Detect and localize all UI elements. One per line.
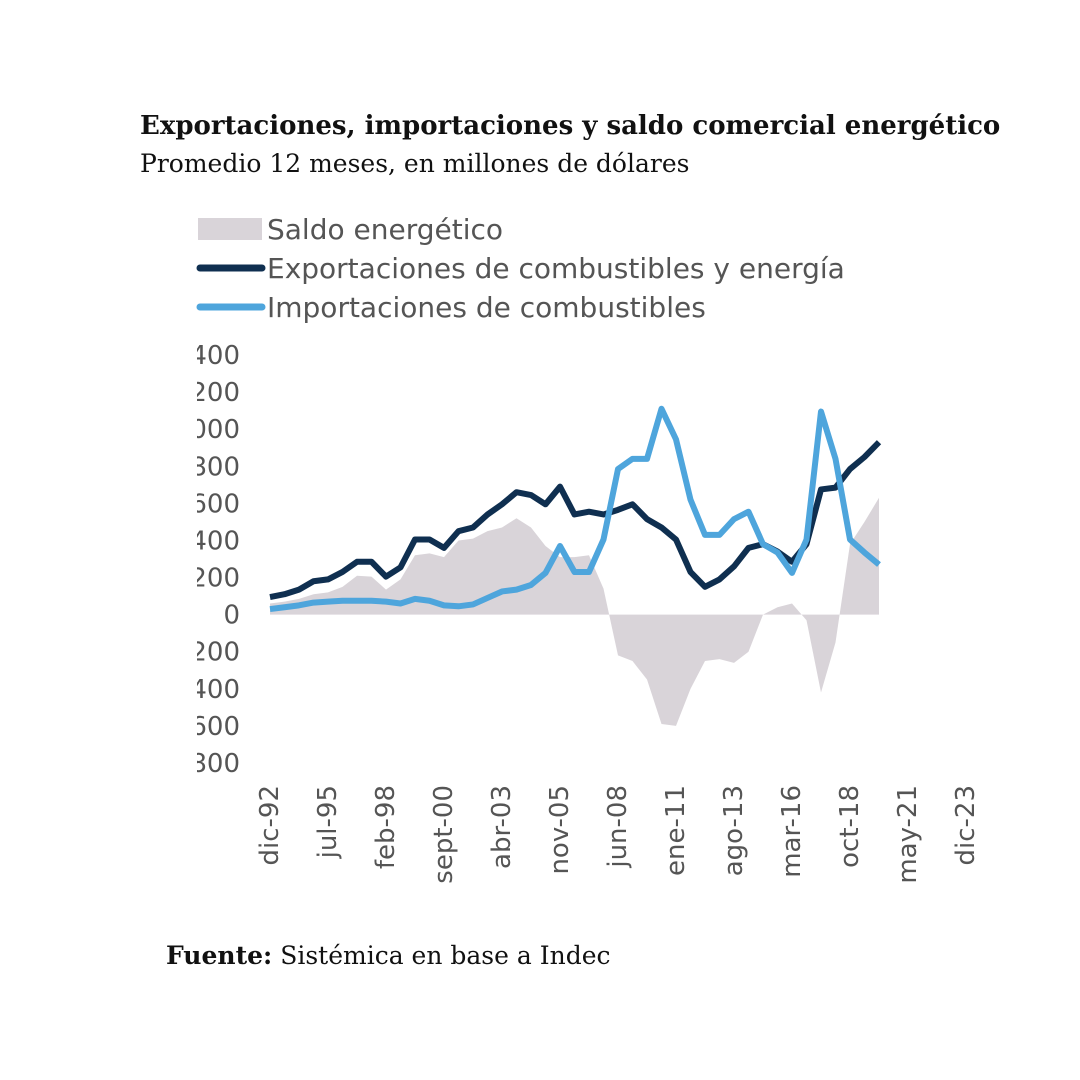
y-tick-label: -800 — [181, 749, 240, 779]
x-tick-label: ene-11 — [661, 785, 691, 876]
y-axis: 1400 1200 1000 800 600 400 200 0 -200 -400 -600 -80… — [174, 341, 240, 779]
x-tick-label: oct-18 — [835, 785, 865, 868]
legend-label: Exportaciones de combustibles y energía — [267, 252, 845, 285]
x-tick-label: jul-95 — [313, 785, 343, 859]
y-tick-label: 1000 — [174, 415, 240, 445]
y-tick-label: -600 — [181, 712, 240, 742]
x-tick-label: feb-98 — [371, 785, 401, 869]
area — [270, 497, 879, 726]
x-tick-label: ago-13 — [719, 785, 749, 876]
legend-swatch — [198, 218, 262, 240]
x-tick-label: dic-92 — [255, 785, 285, 866]
source-text: Sistémica en base a Indec — [280, 941, 610, 970]
x-tick-label: dic-23 — [951, 785, 981, 866]
y-tick-label: 1400 — [174, 341, 240, 371]
line — [269, 405, 881, 613]
y-tick-label: -200 — [181, 638, 240, 668]
x-tick-label: nov-05 — [545, 785, 575, 875]
y-tick-label: -400 — [181, 675, 240, 705]
y-tick-label: 400 — [190, 526, 240, 556]
x-tick-label: may-21 — [893, 785, 923, 884]
y-tick-label: 1200 — [174, 378, 240, 408]
x-tick-label: mar-16 — [777, 785, 807, 878]
legend-label: Importaciones de combustibles — [267, 291, 706, 324]
legend-label: Saldo energético — [267, 213, 503, 246]
x-tick-label: jun-08 — [603, 785, 633, 869]
chart-title: Exportaciones, importaciones y saldo com… — [140, 111, 1000, 141]
source-label: Fuente: — [166, 941, 272, 970]
x-tick-label: sept-00 — [429, 785, 459, 884]
y-tick-label: 800 — [190, 452, 240, 482]
source: Fuente: Sistémica en base a Indec — [166, 941, 611, 970]
chart-subtitle: Promedio 12 meses, en millones de dólare… — [140, 149, 689, 178]
x-tick-label: abr-03 — [487, 785, 517, 869]
y-tick-label: 200 — [190, 564, 240, 594]
y-tick-label: 0 — [223, 601, 240, 631]
y-tick-label: 600 — [190, 489, 240, 519]
